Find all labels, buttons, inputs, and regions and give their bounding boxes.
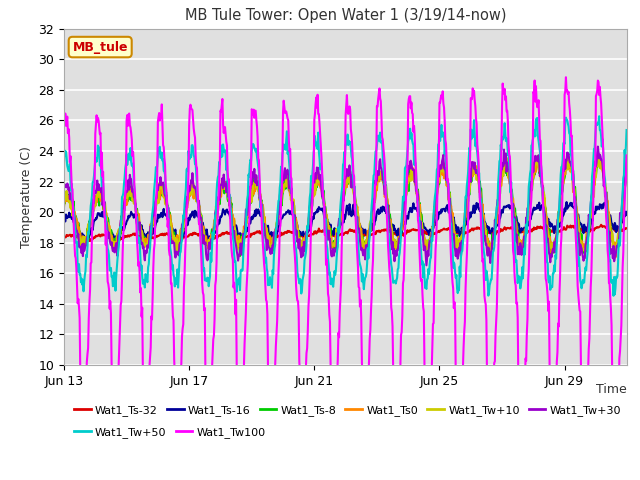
Legend: Wat1_Tw+50, Wat1_Tw100: Wat1_Tw+50, Wat1_Tw100	[70, 422, 270, 442]
Y-axis label: Temperature (C): Temperature (C)	[20, 146, 33, 248]
Text: Time: Time	[596, 383, 627, 396]
Title: MB Tule Tower: Open Water 1 (3/19/14-now): MB Tule Tower: Open Water 1 (3/19/14-now…	[185, 9, 506, 24]
Text: MB_tule: MB_tule	[72, 41, 128, 54]
